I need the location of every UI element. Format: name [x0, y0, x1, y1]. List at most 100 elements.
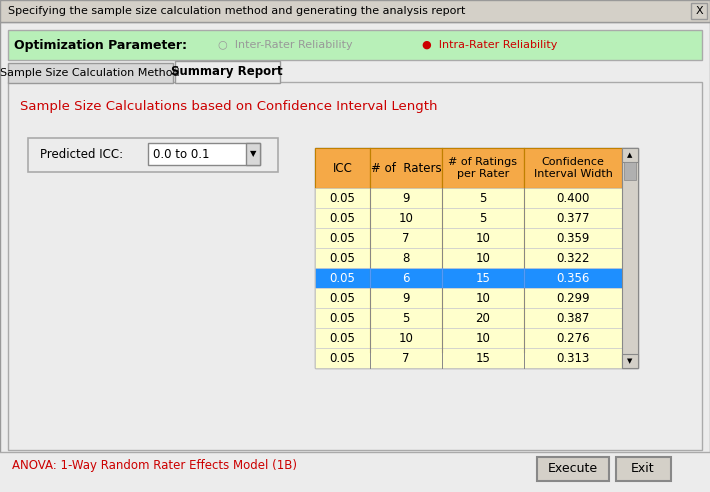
- Text: 0.05: 0.05: [329, 272, 356, 284]
- Text: 10: 10: [476, 232, 491, 245]
- Text: Exit: Exit: [631, 462, 655, 475]
- Text: 9: 9: [403, 191, 410, 205]
- Text: Summary Report: Summary Report: [171, 65, 283, 79]
- Text: 0.356: 0.356: [557, 272, 590, 284]
- Text: ○  Inter-Rater Reliability: ○ Inter-Rater Reliability: [218, 40, 352, 50]
- Bar: [524, 148, 622, 188]
- Bar: [524, 348, 622, 368]
- Bar: [524, 188, 622, 208]
- Text: 0.05: 0.05: [329, 232, 356, 245]
- Text: 0.0 to 0.1: 0.0 to 0.1: [153, 148, 209, 160]
- Text: 0.299: 0.299: [556, 291, 590, 305]
- Text: 10: 10: [476, 332, 491, 344]
- Bar: [315, 288, 370, 308]
- Bar: [370, 248, 442, 268]
- Text: 0.400: 0.400: [557, 191, 590, 205]
- Bar: [524, 328, 622, 348]
- Text: 0.387: 0.387: [557, 311, 590, 325]
- Text: ▲: ▲: [628, 152, 633, 158]
- Text: 0.377: 0.377: [556, 212, 590, 224]
- Text: ICC: ICC: [332, 161, 352, 175]
- Bar: [442, 248, 524, 268]
- Text: 0.359: 0.359: [557, 232, 590, 245]
- Bar: [370, 188, 442, 208]
- Bar: [315, 188, 370, 208]
- Text: ANOVA: 1-Way Random Rater Effects Model (1B): ANOVA: 1-Way Random Rater Effects Model …: [12, 460, 297, 472]
- Bar: [442, 348, 524, 368]
- Text: 0.05: 0.05: [329, 212, 356, 224]
- Text: 7: 7: [403, 232, 410, 245]
- Text: 0.05: 0.05: [329, 191, 356, 205]
- Text: Specifying the sample size calculation method and generating the analysis report: Specifying the sample size calculation m…: [8, 6, 465, 16]
- Bar: [370, 308, 442, 328]
- Bar: [370, 208, 442, 228]
- Bar: [524, 288, 622, 308]
- Bar: [8, 30, 702, 60]
- Text: ●  Intra-Rater Reliability: ● Intra-Rater Reliability: [422, 40, 557, 50]
- Bar: [0, 0, 710, 22]
- Text: 0.05: 0.05: [329, 311, 356, 325]
- Bar: [442, 268, 524, 288]
- Text: 20: 20: [476, 311, 491, 325]
- Text: 7: 7: [403, 351, 410, 365]
- Bar: [622, 148, 638, 162]
- Text: 5: 5: [479, 191, 486, 205]
- Text: ▼: ▼: [628, 358, 633, 364]
- Bar: [370, 228, 442, 248]
- Bar: [616, 457, 671, 481]
- Bar: [524, 308, 622, 328]
- Bar: [622, 148, 638, 368]
- Bar: [246, 143, 260, 165]
- Text: ▼: ▼: [250, 150, 256, 158]
- Text: 0.05: 0.05: [329, 251, 356, 265]
- Bar: [315, 228, 370, 248]
- Bar: [524, 268, 622, 288]
- Bar: [28, 138, 278, 172]
- Bar: [537, 457, 609, 481]
- Bar: [175, 61, 280, 83]
- Bar: [442, 288, 524, 308]
- Bar: [315, 308, 370, 328]
- Text: 10: 10: [476, 291, 491, 305]
- Bar: [315, 328, 370, 348]
- Bar: [370, 268, 442, 288]
- Text: 9: 9: [403, 291, 410, 305]
- Text: 0.05: 0.05: [329, 291, 356, 305]
- Text: 0.313: 0.313: [557, 351, 590, 365]
- Text: Sample Size Calculation Method: Sample Size Calculation Method: [0, 68, 180, 78]
- Text: 0.05: 0.05: [329, 351, 356, 365]
- Text: # of Ratings
per Rater: # of Ratings per Rater: [449, 157, 518, 179]
- Bar: [315, 148, 370, 188]
- Bar: [442, 148, 524, 188]
- Text: X: X: [695, 6, 703, 16]
- Text: Confidence
Interval Width: Confidence Interval Width: [533, 157, 613, 179]
- Bar: [315, 208, 370, 228]
- Bar: [8, 63, 173, 83]
- Bar: [370, 288, 442, 308]
- Text: Sample Size Calculations based on Confidence Interval Length: Sample Size Calculations based on Confid…: [20, 100, 437, 113]
- Text: 10: 10: [476, 251, 491, 265]
- Bar: [622, 354, 638, 368]
- Bar: [315, 348, 370, 368]
- Text: 0.322: 0.322: [556, 251, 590, 265]
- Bar: [370, 148, 442, 188]
- Text: Optimization Parameter:: Optimization Parameter:: [13, 38, 187, 52]
- Bar: [315, 268, 370, 288]
- Text: Predicted ICC:: Predicted ICC:: [40, 149, 123, 161]
- Bar: [524, 228, 622, 248]
- Bar: [315, 248, 370, 268]
- Text: 6: 6: [403, 272, 410, 284]
- Text: 8: 8: [403, 251, 410, 265]
- Bar: [442, 328, 524, 348]
- Bar: [148, 143, 260, 165]
- Bar: [442, 308, 524, 328]
- Bar: [8, 82, 702, 450]
- Text: # of  Raters: # of Raters: [371, 161, 442, 175]
- Bar: [524, 208, 622, 228]
- Text: Execute: Execute: [548, 462, 598, 475]
- Text: 0.05: 0.05: [329, 332, 356, 344]
- Text: 15: 15: [476, 272, 491, 284]
- Bar: [442, 188, 524, 208]
- Bar: [524, 248, 622, 268]
- Bar: [442, 228, 524, 248]
